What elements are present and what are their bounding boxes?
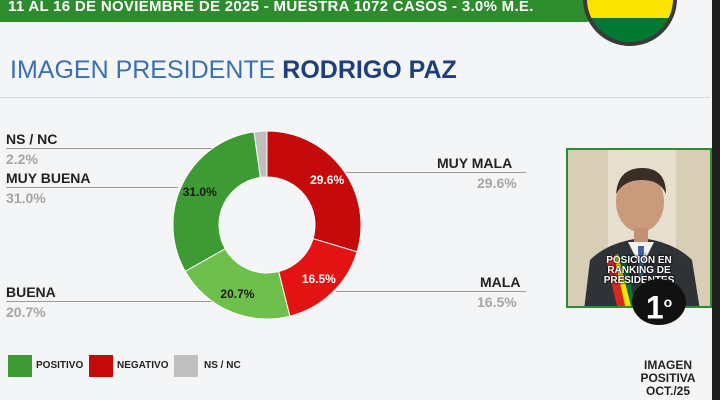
- edge-strip: [712, 0, 720, 400]
- leader-muy-buena: [6, 187, 178, 188]
- rank-ordinal: o: [663, 294, 673, 310]
- value-muy-buena: 31.0%: [6, 190, 46, 206]
- donut-chart: 29.6% 16.5% 20.7% 31.0%: [172, 130, 362, 320]
- leader-buena: [6, 301, 232, 302]
- slice-value-label: 16.5%: [302, 272, 336, 286]
- leader-mala: [336, 291, 526, 292]
- title-divider: [0, 97, 710, 98]
- slice-value-label: 29.6%: [310, 173, 344, 187]
- header-banner: 11 AL 16 DE NOVIEMBRE DE 2025 - MUESTRA …: [0, 0, 600, 22]
- value-mala: 16.5%: [477, 294, 517, 310]
- legend-label-nsnc: NS / NC: [204, 360, 241, 371]
- rank-number: 1: [645, 289, 664, 326]
- label-muy-mala: MUY MALA: [437, 155, 513, 171]
- value-nsnc: 2.2%: [6, 151, 38, 167]
- label-mala: MALA: [480, 274, 521, 290]
- slice-muy-buena: [172, 131, 261, 272]
- legend-swatch-nsnc: [174, 355, 198, 377]
- title-name: RODRIGO PAZ: [282, 56, 457, 84]
- legend-label-positivo: POSITIVO: [36, 360, 84, 371]
- footer-line-3: OCT./25: [645, 384, 690, 398]
- label-muy-buena: MUY BUENA: [6, 170, 91, 186]
- leader-muy-mala: [342, 172, 526, 173]
- slice-value-label: 20.7%: [220, 287, 254, 301]
- label-nsnc: NS / NC: [6, 131, 58, 147]
- label-buena: BUENA: [6, 284, 56, 300]
- footer-note: IMAGEN POSITIVA OCT./25: [628, 359, 708, 398]
- footer-line-1: IMAGEN: [644, 358, 692, 372]
- rank-badge: 1o: [632, 279, 686, 326]
- page-title: IMAGEN PRESIDENTE RODRIGO PAZ: [10, 56, 457, 85]
- title-prefix: IMAGEN PRESIDENTE: [10, 56, 283, 84]
- legend-swatch-positivo: [8, 355, 32, 377]
- survey-info: 11 AL 16 DE NOVIEMBRE DE 2025 - MUESTRA …: [8, 0, 534, 15]
- rank-label: POSICIÓN EN RANKING DE PRESIDENTES: [603, 255, 675, 286]
- slice-muy-mala: [266, 130, 362, 253]
- value-muy-mala: 29.6%: [477, 175, 517, 191]
- slice-value-label: 31.0%: [183, 185, 217, 199]
- legend-label-negativo: NEGATIVO: [117, 360, 169, 371]
- slice-buena: [184, 247, 291, 320]
- value-buena: 20.7%: [6, 304, 46, 320]
- slice-ns-nc: [253, 130, 268, 179]
- president-photo: [566, 148, 712, 308]
- leader-nsnc: [6, 148, 258, 149]
- legend-swatch-negativo: [89, 355, 113, 377]
- footer-line-2: POSITIVA: [640, 371, 696, 385]
- bolivia-flag-icon: [583, 0, 677, 46]
